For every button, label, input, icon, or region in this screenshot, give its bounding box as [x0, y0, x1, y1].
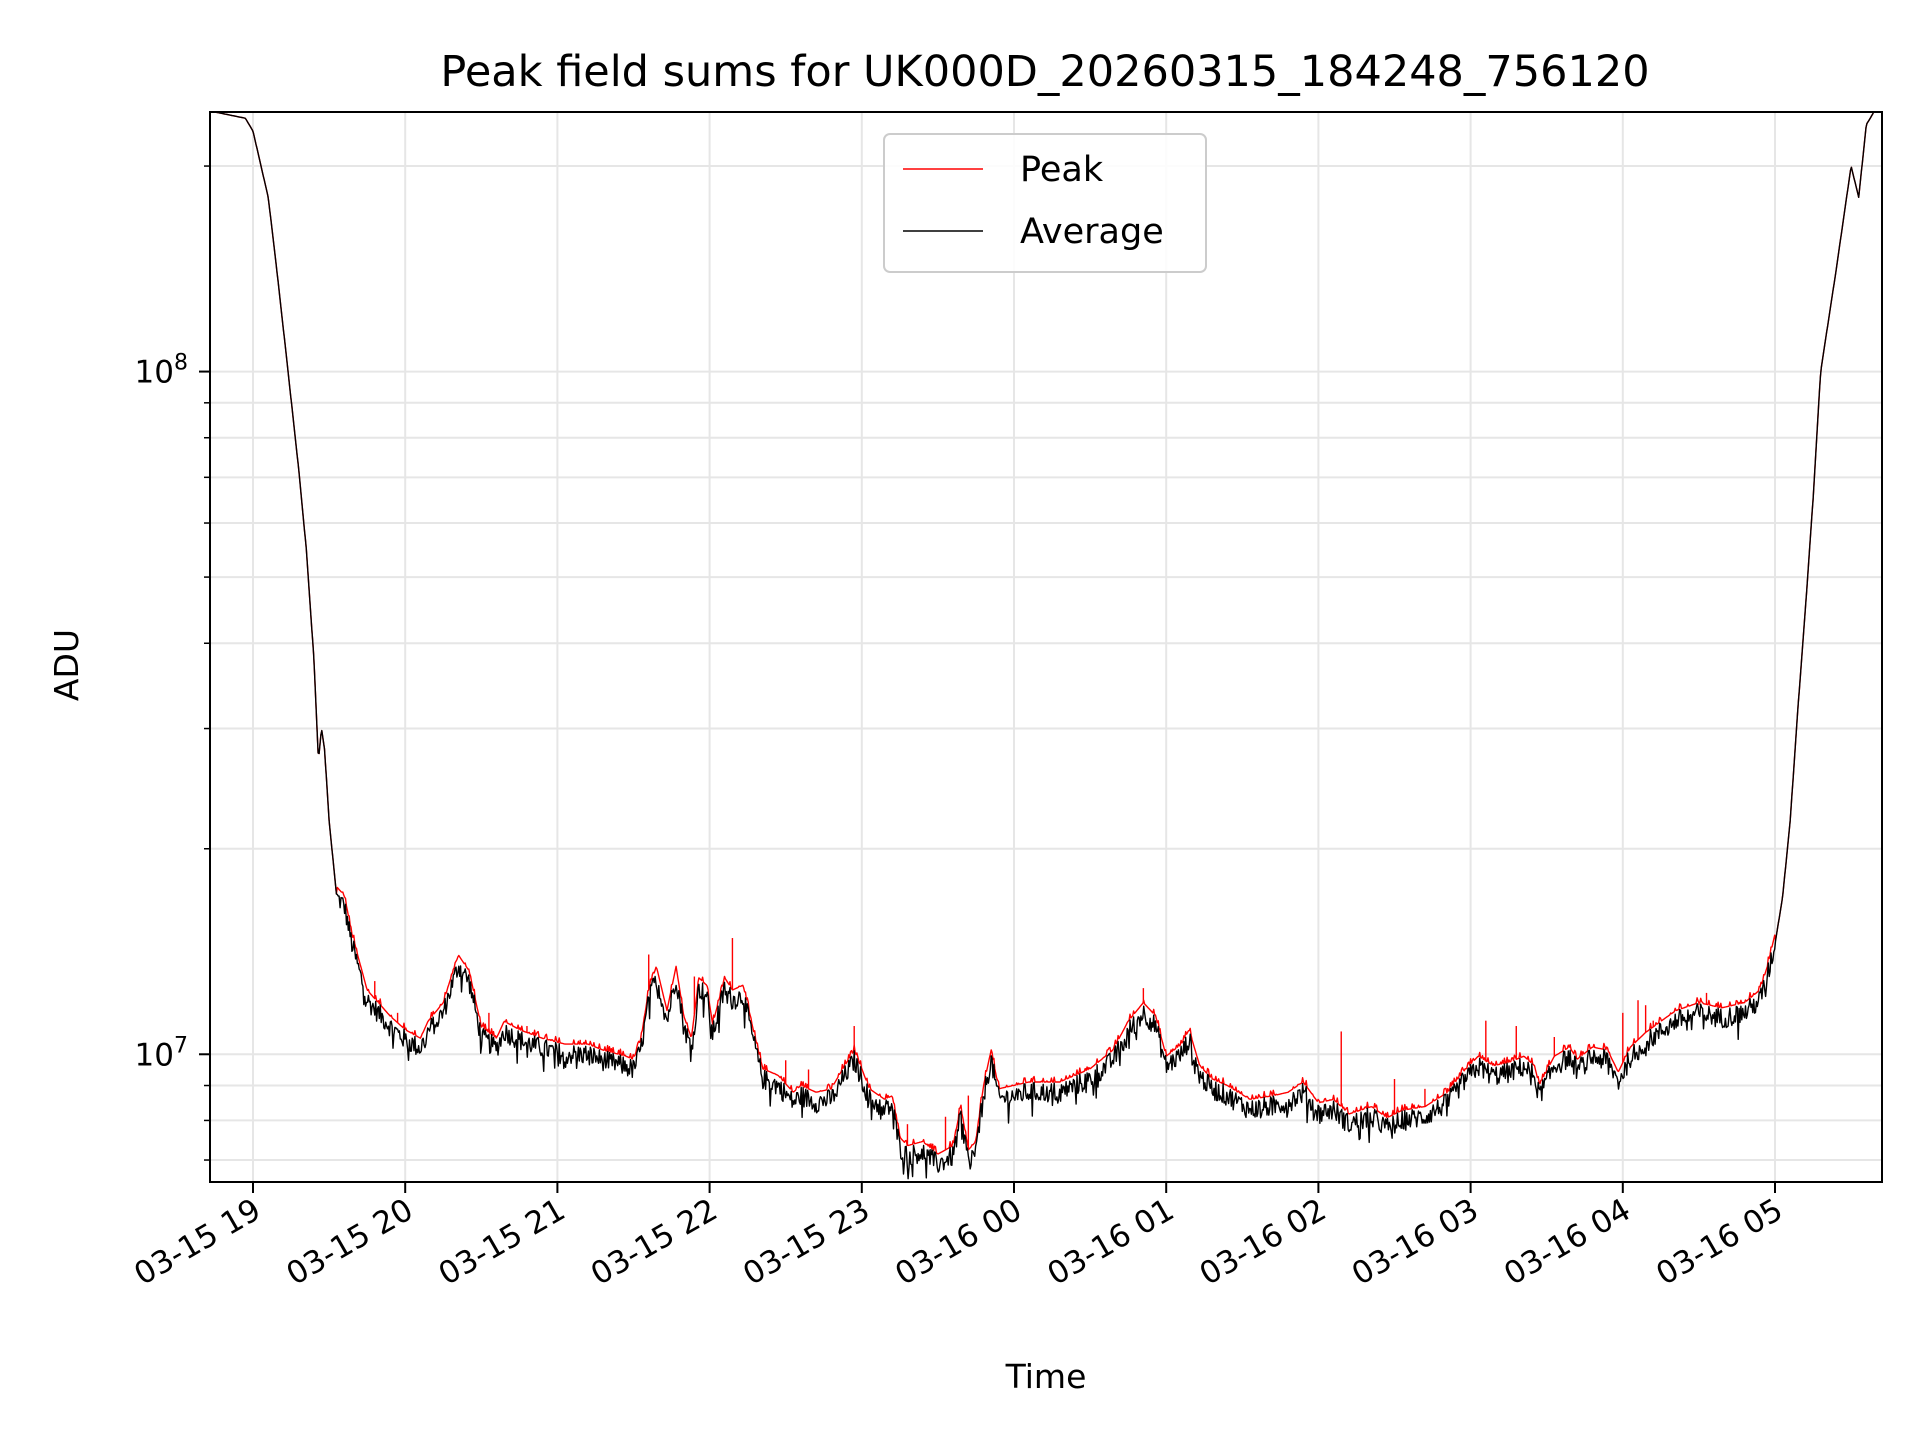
y-tick-label: 107 [135, 1033, 188, 1073]
y-axis: 107 108 [135, 165, 210, 1161]
y-axis-label: ADU [47, 629, 86, 701]
series-line-peak [214, 111, 1874, 1155]
series-line-average [214, 111, 1874, 1180]
grid [210, 112, 1882, 1182]
y-tick-label: 108 [135, 351, 188, 391]
plot-frame [209, 111, 1883, 1183]
legend-average-label: Average [1020, 212, 1164, 252]
legend-peak-label: Peak [1020, 150, 1104, 190]
chart-title: Peak field sums for UK000D_20260315_1842… [440, 47, 1649, 97]
plot-lines [214, 111, 1874, 1180]
legend: Peak Average [883, 133, 1207, 273]
x-axis-label: Time [1005, 1357, 1087, 1396]
